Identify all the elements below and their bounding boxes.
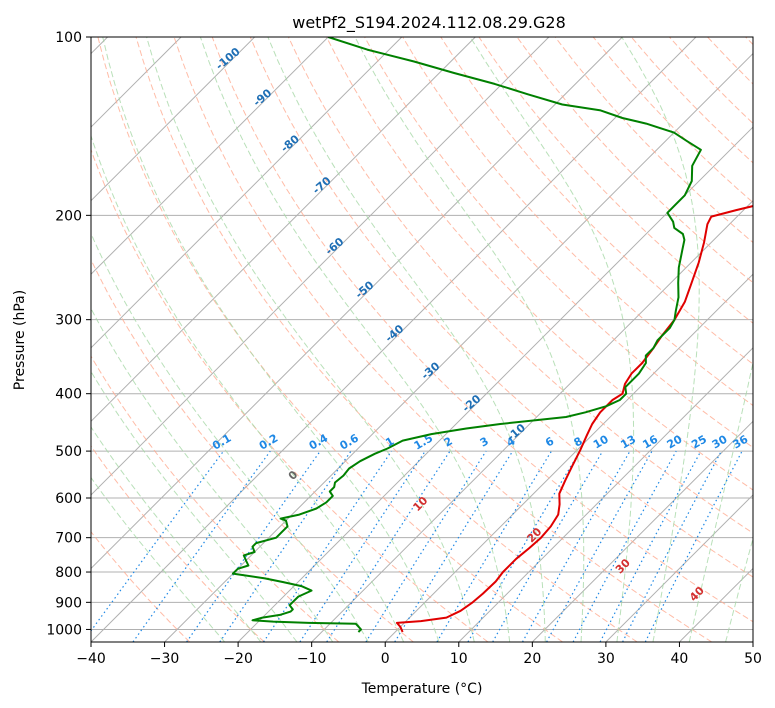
x-tick-label: 40: [671, 651, 689, 667]
dry-adiabat-line: [326, 37, 753, 491]
x-tick-label: 10: [450, 651, 468, 667]
y-tick-label: 200: [55, 208, 82, 224]
moist-adiabat-line: [621, 37, 700, 642]
dry-adiabat-line: [91, 148, 489, 642]
mixing-ratio-line: [299, 450, 426, 642]
isotherm-line: [91, 37, 329, 275]
x-tick-label: 30: [597, 651, 615, 667]
mixing-ratio-line: [467, 450, 581, 642]
moist-adiabat-line: [91, 476, 225, 642]
mixing-ratio-line: [326, 450, 451, 642]
x-axis-ticks: −40 −30 −20 −10 0 10 20 30 40 50: [76, 642, 762, 667]
y-axis-label: Pressure (hPa): [12, 290, 28, 390]
moist-adiabat-line: [688, 360, 753, 642]
y-tick-label: 800: [55, 565, 82, 581]
isotherm-line: [91, 37, 550, 496]
dewpoint-profile-line: [231, 37, 702, 633]
x-tick-label: −30: [150, 651, 180, 667]
moist-adiabat-line: [146, 37, 475, 642]
dry-adiabat-line: [440, 37, 753, 365]
y-axis-ticks: 100 200 300 400 500 600 700 800 900 1000: [46, 30, 91, 638]
x-tick-label: −20: [223, 651, 253, 667]
isotherm-line: [91, 37, 476, 423]
dry-adiabat-line: [135, 37, 638, 642]
y-tick-label: 300: [55, 313, 82, 329]
dry-adiabat-line: [91, 445, 265, 642]
mixing-ratio-line: [572, 450, 677, 642]
mixing-ratio-line: [219, 450, 352, 642]
dry-adiabat-line: [249, 37, 753, 578]
moist-adiabat-line: [91, 232, 369, 642]
dry-adiabat-line: [287, 37, 753, 534]
dry-adiabat-line: [211, 37, 753, 623]
background-lines: [91, 37, 753, 642]
mixing-ratio-line: [436, 450, 553, 642]
dry-adiabat-line: [516, 37, 753, 284]
y-tick-label: 900: [55, 595, 82, 611]
mixing-ratio-line: [365, 450, 487, 642]
chart-title: wetPf2_S194.2024.112.08.29.G28: [292, 13, 566, 33]
isotherm-line: [384, 273, 753, 642]
dry-adiabat-line: [173, 37, 713, 642]
y-tick-label: 100: [55, 30, 82, 46]
mixing-ratio-line: [394, 450, 514, 642]
profile-lines: [231, 37, 753, 633]
plot-frame: [90, 36, 754, 643]
isotherm-line: [531, 420, 753, 642]
x-tick-label: −10: [297, 651, 327, 667]
isotherm-line: [91, 37, 623, 570]
moist-adiabat-line: [354, 37, 585, 642]
x-tick-label: 20: [523, 651, 541, 667]
dry-adiabat-line: [402, 37, 753, 407]
moist-adiabat-line: [91, 370, 298, 642]
dry-adiabat-line: [91, 258, 414, 642]
mixing-ratio-line: [599, 450, 702, 642]
mixing-ratio-line: [262, 450, 392, 642]
isotherm-line: [458, 347, 753, 642]
isotherm-line: [91, 37, 697, 642]
moist-adiabat-line: [91, 426, 262, 642]
isotherm-line: [91, 37, 256, 202]
moist-adiabat-line: [102, 37, 440, 642]
x-tick-label: 0: [381, 651, 390, 667]
y-tick-label: 400: [55, 387, 82, 403]
moist-adiabat-line: [199, 37, 511, 642]
y-tick-label: 1000: [46, 622, 82, 638]
isotherm-line: [237, 126, 753, 642]
x-tick-label: −40: [76, 651, 106, 667]
x-tick-label: 50: [744, 651, 762, 667]
moist-adiabat-line: [267, 37, 546, 642]
y-tick-label: 500: [55, 444, 82, 460]
x-axis-label: Temperature (°C): [361, 681, 483, 697]
dry-adiabat-line: [91, 531, 191, 642]
mixing-ratio-line: [186, 450, 321, 642]
dry-adiabat-line: [97, 37, 563, 642]
isotherm-line: [91, 37, 403, 349]
moist-adiabat-line: [91, 134, 405, 642]
y-tick-label: 700: [55, 531, 82, 547]
mixing-ratio-line: [132, 450, 271, 642]
y-tick-label: 600: [55, 491, 82, 507]
isotherm-line: [605, 494, 753, 642]
